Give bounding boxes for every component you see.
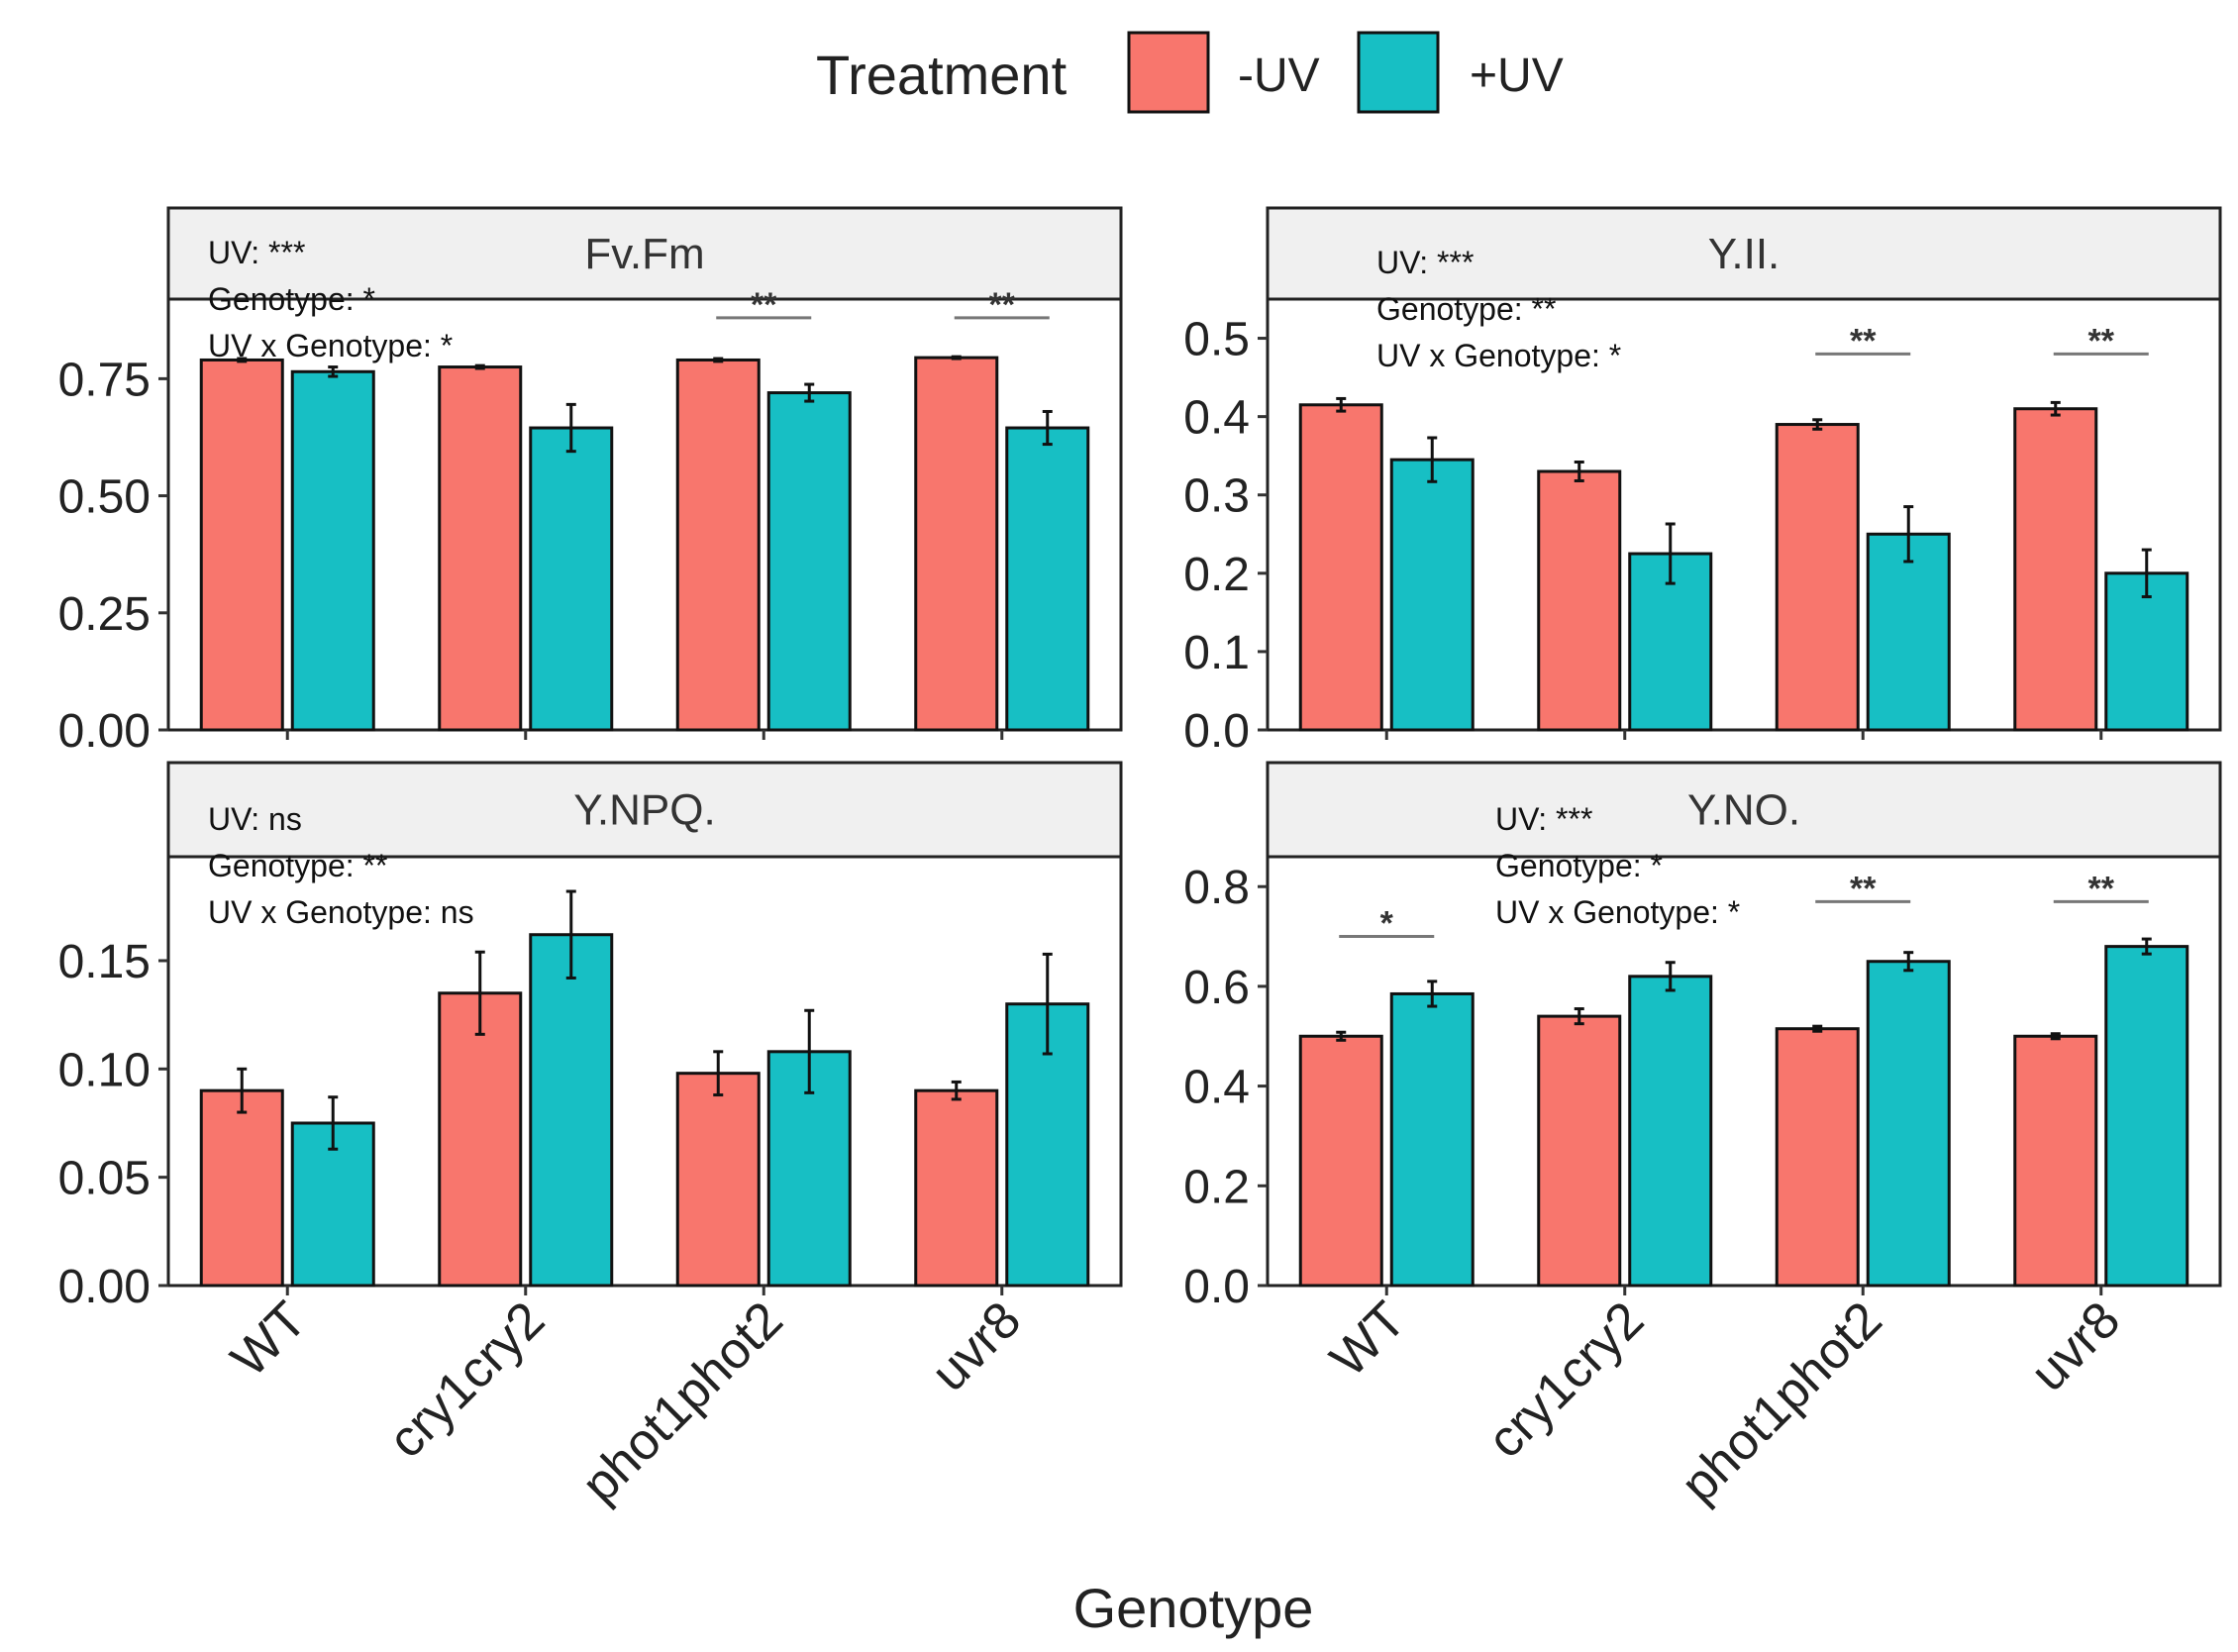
y-tick-label: 0.15 (58, 936, 151, 988)
bar-phot1phot2-minus-uv (1775, 1027, 1860, 1288)
significance-label: ** (989, 286, 1016, 324)
bar-cry1cry2-plus-uv (529, 426, 614, 732)
y-tick-label: 0.4 (1183, 392, 1250, 445)
bar-WT-minus-uv (1298, 403, 1383, 732)
y-tick-label: 0.50 (58, 471, 151, 524)
x-tick-label: cry1cry2 (377, 1291, 556, 1469)
y-tick-label: 0.8 (1183, 862, 1250, 914)
bar-cry1cry2-minus-uv (1537, 469, 1622, 732)
bar-uvr8-minus-uv (2013, 407, 2098, 732)
facet-title: Y.NPQ. (573, 786, 715, 835)
significance-label: ** (751, 286, 777, 324)
bar-phot1phot2-plus-uv (766, 391, 852, 732)
legend-swatch-plus-uv (1357, 31, 1440, 114)
y-tick-label: 0.10 (58, 1044, 151, 1096)
bar-phot1phot2-plus-uv (1866, 532, 1951, 732)
bar-WT-minus-uv (1298, 1034, 1383, 1288)
bar-uvr8-plus-uv (2104, 945, 2189, 1288)
y-tick-label: 0.5 (1183, 314, 1250, 366)
x-tick-label: uvr8 (921, 1291, 1033, 1402)
bar-uvr8-minus-uv (2013, 1034, 2098, 1288)
legend-swatch-minus-uv (1127, 31, 1210, 114)
facet-strip (1266, 761, 2222, 859)
x-tick-label: phot1phot2 (1671, 1291, 1893, 1513)
significance-label: ** (1850, 322, 1877, 360)
legend-label-minus-uv: -UV (1238, 50, 1320, 102)
x-tick-label: uvr8 (2020, 1291, 2132, 1402)
facet-strip (166, 761, 1123, 859)
stats-annotation: UV x Genotype: ns (208, 894, 474, 930)
stats-annotation: UV x Genotype: * (1495, 894, 1740, 930)
panel-ynpq: Y.NPQ. 0.00 0.05 0.10 0.15 WT cry1cry2 phot1pho… (58, 761, 1123, 1514)
bar-WT-plus-uv (1389, 991, 1475, 1288)
stats-annotation: Genotype: ** (208, 848, 387, 883)
panel-fvfm: Fv.Fm 0.00 0.25 0.50 0.75 ** ** UV: *** Genotype… (58, 206, 1123, 758)
facet-strip (166, 206, 1123, 301)
bar-WT-minus-uv (199, 1088, 284, 1288)
facet-title: Y.II. (1708, 230, 1780, 278)
bar-WT-minus-uv (199, 358, 284, 732)
bar-phot1phot2-plus-uv (1866, 960, 1951, 1288)
stats-annotation: Genotype: * (1495, 848, 1663, 883)
stats-annotation: UV x Genotype: * (208, 328, 453, 363)
legend-label-plus-uv: +UV (1470, 50, 1564, 102)
y-tick-label: 0.2 (1183, 549, 1250, 601)
facet-panels: Fv.Fm 0.00 0.25 0.50 0.75 ** ** UV: *** Genotype… (58, 206, 2222, 1514)
bar-uvr8-minus-uv (914, 356, 999, 732)
bar-phot1phot2-minus-uv (675, 1072, 761, 1288)
stats-annotation: UV: *** (1495, 801, 1592, 837)
bar-WT-plus-uv (290, 369, 375, 732)
y-tick-label: 0.0 (1183, 705, 1250, 758)
significance-label: ** (1850, 870, 1877, 907)
y-tick-label: 0.6 (1183, 962, 1250, 1014)
stats-annotation: UV: *** (208, 235, 305, 270)
bar-WT-plus-uv (1389, 458, 1475, 732)
stats-annotation: UV: *** (1376, 245, 1474, 280)
y-tick-label: 0.1 (1183, 627, 1250, 679)
x-tick-label: phot1phot2 (571, 1291, 794, 1513)
legend-title: Treatment (816, 44, 1068, 106)
significance-label: ** (2088, 870, 2115, 907)
x-tick-label: cry1cry2 (1476, 1291, 1655, 1469)
bar-uvr8-plus-uv (1005, 426, 1090, 732)
panel-yno: Y.NO. 0.0 0.2 0.4 0.6 0.8 WT cry1cry2 phot1phot2… (1183, 761, 2222, 1514)
stats-annotation: UV: ns (208, 801, 302, 837)
bar-cry1cry2-minus-uv (1537, 1014, 1622, 1288)
stats-annotation: Genotype: ** (1376, 291, 1556, 327)
significance-label: ** (2088, 322, 2115, 360)
bar-uvr8-plus-uv (2104, 571, 2189, 732)
y-tick-label: 0.2 (1183, 1161, 1250, 1213)
legend: Treatment -UV +UV (816, 31, 1564, 114)
y-tick-label: 0.0 (1183, 1261, 1250, 1313)
x-tick-label: WT (221, 1291, 318, 1388)
y-tick-label: 0.05 (58, 1153, 151, 1205)
bar-cry1cry2-minus-uv (438, 365, 523, 732)
bar-cry1cry2-plus-uv (529, 933, 614, 1288)
y-tick-label: 0.25 (58, 588, 151, 641)
x-tick-label: WT (1320, 1291, 1417, 1388)
x-axis-title: Genotype (1073, 1577, 1314, 1639)
bar-uvr8-minus-uv (914, 1088, 999, 1288)
y-tick-label: 0.00 (58, 705, 151, 758)
bar-cry1cry2-minus-uv (438, 991, 523, 1288)
bar-phot1phot2-minus-uv (675, 358, 761, 732)
stats-annotation: Genotype: * (208, 281, 375, 317)
bar-phot1phot2-minus-uv (1775, 423, 1860, 732)
y-tick-label: 0.3 (1183, 470, 1250, 523)
significance-label: * (1380, 905, 1394, 943)
y-tick-label: 0.75 (58, 354, 151, 406)
y-tick-label: 0.4 (1183, 1062, 1250, 1114)
stats-annotation: UV x Genotype: * (1376, 338, 1621, 373)
y-tick-label: 0.00 (58, 1261, 151, 1313)
bar-cry1cry2-plus-uv (1628, 975, 1713, 1288)
facet-title: Fv.Fm (584, 230, 704, 278)
facet-title: Y.NO. (1687, 786, 1800, 835)
panel-yii: Y.II. 0.0 0.1 0.2 0.3 0.4 0.5 ** ** UV: *** Genoty… (1183, 206, 2222, 758)
